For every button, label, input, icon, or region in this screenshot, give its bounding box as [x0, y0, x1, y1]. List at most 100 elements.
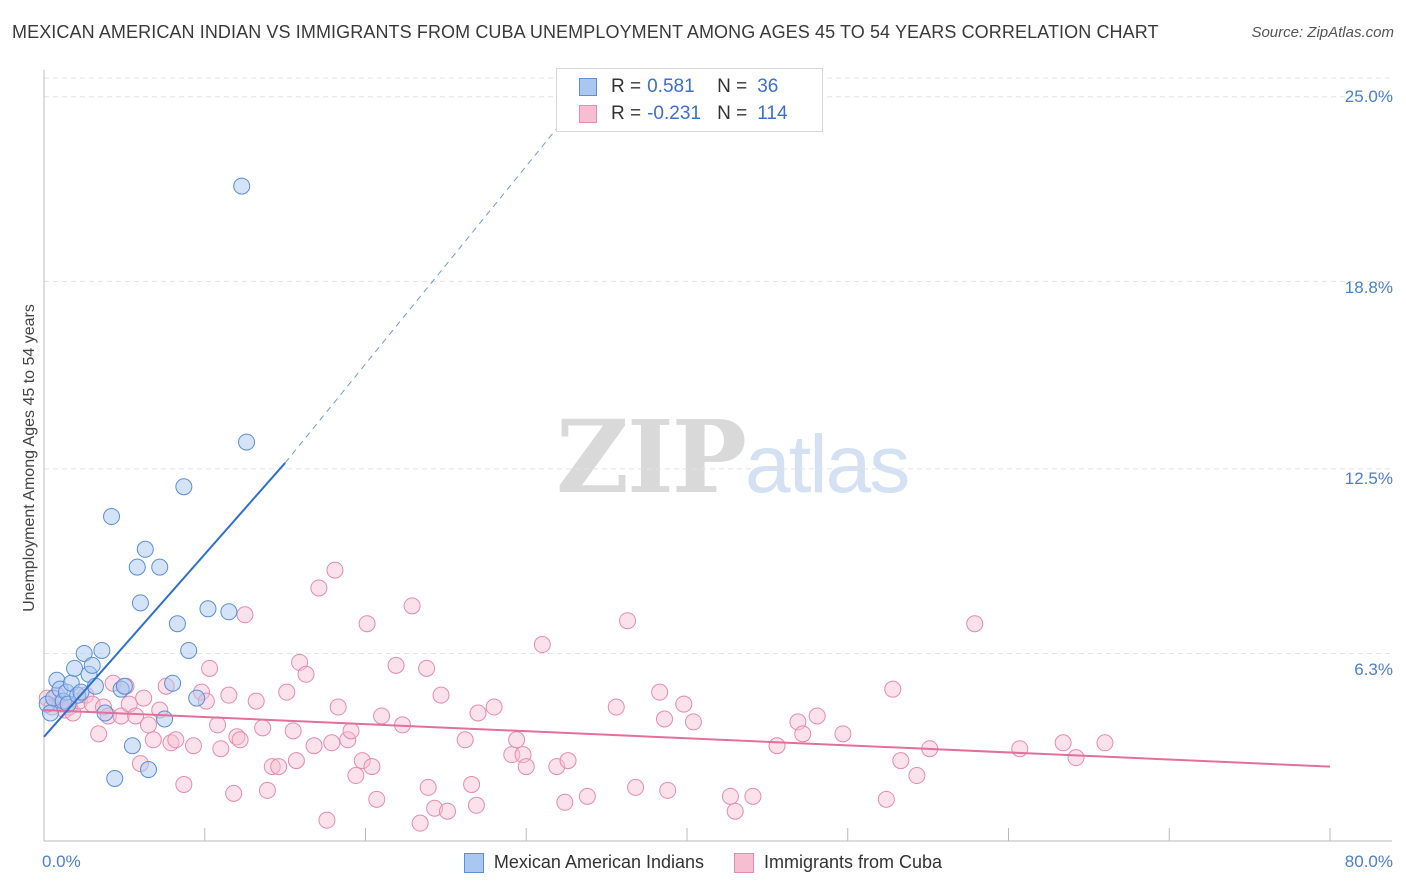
data-point-immigrants-from-cuba — [329, 698, 347, 716]
watermark-atlas: atlas — [744, 419, 910, 510]
legend-swatch-blue — [579, 78, 597, 96]
legend-item-mexican-american-indians[interactable]: Mexican American Indians — [463, 852, 704, 873]
legend-r-label: R = — [611, 76, 642, 97]
data-point-immigrants-from-cuba — [659, 781, 677, 799]
data-point-immigrants-from-cuba — [463, 775, 481, 793]
correlation-legend: R = 0.581 N = 36 R = -0.231 N = 114 — [556, 68, 823, 132]
data-point-immigrants-from-cuba — [339, 731, 357, 749]
data-point-immigrants-from-cuba — [220, 686, 238, 704]
data-point-mexican-american-indians — [188, 689, 206, 707]
y-tick-label: 18.8% — [1344, 278, 1393, 297]
data-point-mexican-american-indians — [139, 761, 157, 779]
legend-item-label: Immigrants from Cuba — [764, 852, 943, 872]
data-point-immigrants-from-cuba — [744, 787, 762, 805]
data-point-immigrants-from-cuba — [184, 737, 202, 755]
data-point-immigrants-from-cuba — [287, 752, 305, 770]
data-point-immigrants-from-cuba — [966, 615, 984, 633]
data-point-immigrants-from-cuba — [278, 683, 296, 701]
data-point-mexican-american-indians — [164, 674, 182, 692]
data-point-immigrants-from-cuba — [201, 659, 219, 677]
data-point-immigrants-from-cuba — [884, 680, 902, 698]
data-point-immigrants-from-cuba — [426, 799, 444, 817]
data-point-immigrants-from-cuba — [358, 615, 376, 633]
data-point-immigrants-from-cuba — [231, 731, 249, 749]
legend-row-pink: R = -0.231 N = 114 — [579, 102, 788, 126]
data-point-immigrants-from-cuba — [726, 802, 744, 820]
data-point-immigrants-from-cuba — [794, 725, 812, 743]
data-point-immigrants-from-cuba — [368, 790, 386, 808]
data-point-immigrants-from-cuba — [403, 597, 421, 615]
data-point-immigrants-from-cuba — [342, 722, 360, 740]
data-point-immigrants-from-cuba — [175, 775, 193, 793]
data-point-immigrants-from-cuba — [144, 731, 162, 749]
data-point-mexican-american-indians — [103, 508, 121, 526]
data-point-immigrants-from-cuba — [347, 767, 365, 785]
data-point-immigrants-from-cuba — [556, 793, 574, 811]
legend-swatch-pink — [579, 105, 597, 123]
data-point-immigrants-from-cuba — [808, 707, 826, 725]
data-point-mexican-american-indians — [66, 659, 84, 677]
data-point-immigrants-from-cuba — [305, 737, 323, 755]
data-point-immigrants-from-cuba — [1096, 734, 1114, 752]
data-point-immigrants-from-cuba — [162, 734, 180, 752]
data-point-immigrants-from-cuba — [438, 802, 456, 820]
watermark-zip: ZIP — [556, 398, 747, 516]
data-point-immigrants-from-cuba — [139, 716, 157, 734]
data-point-immigrants-from-cuba — [353, 752, 371, 770]
legend-r-value: 0.581 — [647, 76, 695, 97]
data-point-mexican-american-indians — [199, 600, 217, 618]
legend-r-value: -0.231 — [647, 103, 701, 124]
chart-title: MEXICAN AMERICAN INDIAN VS IMMIGRANTS FR… — [12, 22, 1159, 42]
data-point-immigrants-from-cuba — [270, 758, 288, 776]
data-point-immigrants-from-cuba — [209, 716, 227, 734]
data-point-immigrants-from-cuba — [326, 561, 344, 579]
data-point-immigrants-from-cuba — [135, 689, 153, 707]
data-point-mexican-american-indians — [131, 594, 149, 612]
data-point-immigrants-from-cuba — [297, 665, 315, 683]
data-point-immigrants-from-cuba — [508, 731, 526, 749]
x-tick-label-left: 0.0% — [42, 852, 81, 871]
data-point-immigrants-from-cuba — [651, 683, 669, 701]
data-point-immigrants-from-cuba — [228, 728, 246, 746]
legend-n-label: N = — [717, 103, 748, 124]
data-point-immigrants-from-cuba — [768, 737, 786, 755]
data-point-immigrants-from-cuba — [263, 758, 281, 776]
data-point-immigrants-from-cuba — [1067, 749, 1085, 767]
data-point-mexican-american-indians — [72, 683, 90, 701]
data-point-immigrants-from-cuba — [411, 814, 429, 832]
data-point-immigrants-from-cuba — [619, 612, 637, 630]
data-point-mexican-american-indians — [83, 656, 101, 674]
data-point-immigrants-from-cuba — [1011, 740, 1029, 758]
legend-item-immigrants-from-cuba[interactable]: Immigrants from Cuba — [734, 852, 942, 873]
data-point-immigrants-from-cuba — [225, 784, 243, 802]
data-point-immigrants-from-cuba — [284, 722, 302, 740]
data-point-immigrants-from-cuba — [721, 787, 739, 805]
data-point-mexican-american-indians — [168, 615, 186, 633]
data-point-immigrants-from-cuba — [469, 704, 487, 722]
watermark: ZIPatlas — [556, 398, 910, 516]
x-tick-label-right: 80.0% — [1344, 852, 1393, 871]
y-tick-label: 25.0% — [1344, 87, 1393, 106]
data-point-mexican-american-indians — [93, 641, 111, 659]
data-point-immigrants-from-cuba — [323, 734, 341, 752]
data-point-immigrants-from-cuba — [236, 606, 254, 624]
data-point-immigrants-from-cuba — [533, 636, 551, 654]
legend-r-label: R = — [611, 103, 642, 124]
data-point-mexican-american-indians — [41, 704, 59, 722]
data-point-mexican-american-indians — [238, 433, 256, 451]
data-point-mexican-american-indians — [175, 478, 193, 496]
legend-n-value: 114 — [757, 103, 788, 124]
data-point-immigrants-from-cuba — [167, 731, 185, 749]
data-point-mexican-american-indians — [156, 710, 174, 728]
data-point-immigrants-from-cuba — [548, 758, 566, 776]
data-point-mexican-american-indians — [220, 603, 238, 621]
trendline-mexican-american-indians — [43, 462, 286, 738]
y-tick-label: 12.5% — [1344, 469, 1393, 488]
data-point-immigrants-from-cuba — [834, 725, 852, 743]
data-point-immigrants-from-cuba — [627, 778, 645, 796]
data-point-immigrants-from-cuba — [127, 707, 145, 725]
series-legend: Mexican American Indians Immigrants from… — [0, 852, 1406, 873]
data-point-mexican-american-indians — [115, 677, 133, 695]
data-point-mexican-american-indians — [123, 737, 141, 755]
